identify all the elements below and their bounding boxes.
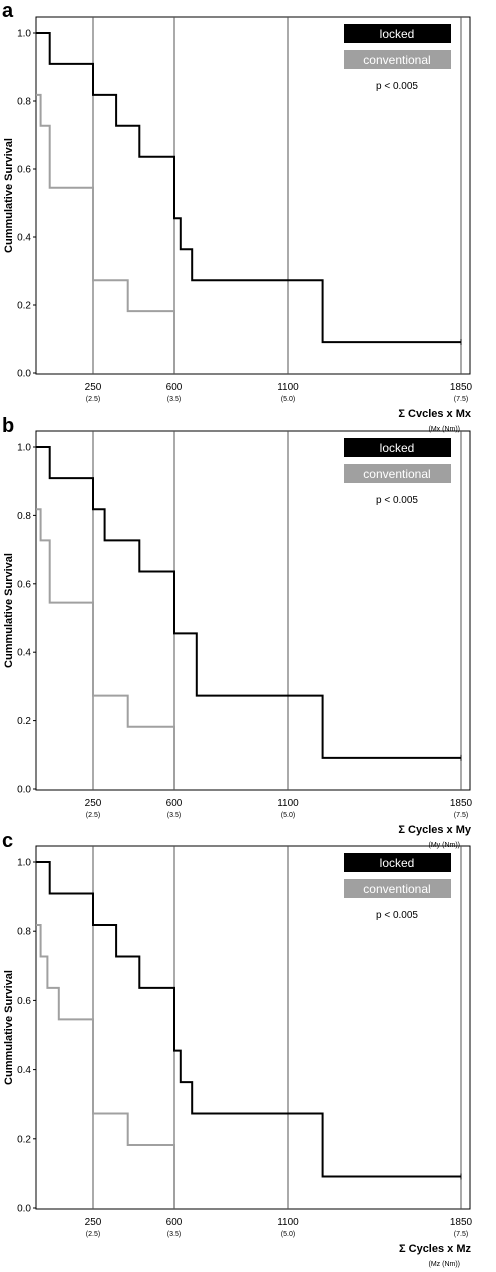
x-tick-sublabel: (5.0): [281, 1231, 295, 1238]
y-tick-label: 1.0: [17, 29, 31, 40]
p-value-text: p < 0.005: [376, 910, 418, 921]
plot-frame: [35, 430, 471, 791]
x-tick-sublabel: (2.5): [86, 812, 100, 819]
legend-label-conventional: conventional: [363, 467, 430, 481]
x-axis-label: Σ Cycles x Mz: [399, 1243, 472, 1255]
x-tick-label: 1100: [277, 798, 299, 809]
x-tick-label: 1850: [450, 798, 473, 809]
y-axis-label: Cummulative Survival: [3, 138, 15, 253]
x-tick-sublabel: (7.5): [454, 396, 468, 403]
x-tick-sublabel: (3.5): [167, 396, 181, 403]
y-tick-label: 0.8: [17, 927, 31, 938]
x-axis-label: Σ Cvcles x Mx: [398, 408, 472, 420]
p-value-text: p < 0.005: [376, 81, 418, 92]
series-line-locked: [36, 446, 461, 759]
y-tick-label: 1.0: [17, 858, 31, 869]
y-tick-label: 0.0: [17, 1204, 31, 1215]
x-tick-label: 1850: [450, 382, 473, 393]
plot-frame: [35, 16, 471, 375]
x-axis-unit: (Mz (Nm)): [429, 1261, 461, 1268]
y-tick-label: 0.4: [17, 648, 31, 659]
series-line-conventional: [36, 93, 175, 373]
y-tick-label: 0.2: [17, 1134, 31, 1145]
panel-letter: c: [2, 830, 13, 852]
legend-label-conventional: conventional: [363, 53, 430, 67]
y-tick-label: 0.0: [17, 369, 31, 380]
y-tick-label: 0.2: [17, 301, 31, 312]
y-tick-label: 0.2: [17, 716, 31, 727]
x-tick-label: 250: [85, 798, 102, 809]
x-tick-label: 1850: [450, 1217, 473, 1228]
legend-label-locked: locked: [380, 27, 415, 41]
panel-letter: b: [2, 415, 14, 437]
y-axis-label: Cummulative Survival: [3, 970, 15, 1085]
x-tick-sublabel: (2.5): [86, 396, 100, 403]
chart-panel-b: b 0.0 0.2 0.4 0.6 0.8 1.0 250 (2.5) 600 (3.5) 1100 (…: [2, 415, 473, 849]
y-tick-label: 0.6: [17, 165, 31, 176]
legend-label-conventional: conventional: [363, 882, 430, 896]
p-value-text: p < 0.005: [376, 495, 418, 506]
x-axis-unit: (Mx (Nm)): [429, 426, 461, 433]
y-tick-label: 0.8: [17, 511, 31, 522]
y-tick-label: 0.8: [17, 97, 31, 108]
legend-swatch-locked: [344, 853, 451, 872]
legend-label-locked: locked: [380, 856, 415, 870]
legend-swatch-locked: [344, 24, 451, 43]
x-tick-label: 250: [85, 1217, 102, 1228]
y-tick-label: 0.6: [17, 996, 31, 1007]
series-line-conventional: [36, 924, 175, 1208]
x-tick-sublabel: (2.5): [86, 1231, 100, 1238]
x-tick-label: 600: [166, 382, 183, 393]
y-tick-label: 1.0: [17, 443, 31, 454]
chart-panel-a: a 0.0 0.2 0.4 0.6 0.8 1.0 250 (2.5) 600 (3.5) 1100 (…: [2, 0, 473, 433]
x-tick-sublabel: (5.0): [281, 396, 295, 403]
legend-swatch-conventional: [344, 464, 451, 483]
x-tick-label: 600: [166, 1217, 183, 1228]
y-axis-label: Cummulative Survival: [3, 553, 15, 668]
legend-swatch-conventional: [344, 879, 451, 898]
legend-label-locked: locked: [380, 441, 415, 455]
series-line-conventional: [36, 508, 175, 789]
chart-panel-c: c 0.0 0.2 0.4 0.6 0.8 1.0 250 (2.5) 600 (3.5) 1100 (…: [2, 830, 473, 1268]
legend-swatch-locked: [344, 438, 451, 457]
x-tick-label: 1100: [277, 382, 299, 393]
x-tick-label: 600: [166, 798, 183, 809]
panel-letter: a: [2, 0, 14, 22]
x-tick-sublabel: (7.5): [454, 1231, 468, 1238]
y-tick-label: 0.4: [17, 233, 31, 244]
x-tick-sublabel: (3.5): [167, 812, 181, 819]
x-axis-label: Σ Cycles x My: [398, 824, 472, 836]
x-tick-label: 1100: [277, 1217, 299, 1228]
y-tick-label: 0.0: [17, 785, 31, 796]
series-line-locked: [36, 861, 461, 1178]
y-tick-label: 0.6: [17, 579, 31, 590]
x-tick-sublabel: (5.0): [281, 812, 295, 819]
x-tick-sublabel: (3.5): [167, 1231, 181, 1238]
plot-frame: [35, 845, 471, 1210]
x-tick-label: 250: [85, 382, 102, 393]
y-tick-label: 0.4: [17, 1065, 31, 1076]
x-tick-sublabel: (7.5): [454, 812, 468, 819]
legend-swatch-conventional: [344, 50, 451, 69]
series-line-locked: [36, 32, 461, 344]
